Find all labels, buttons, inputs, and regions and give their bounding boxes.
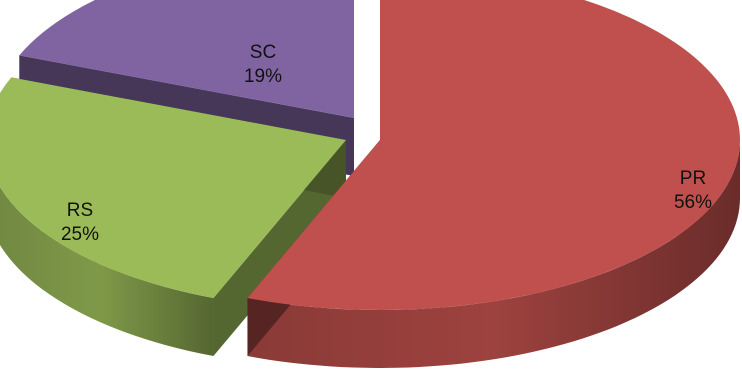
pie-slice-top-sc — [19, 0, 354, 118]
pie-slice-rs — [0, 77, 347, 357]
pie-slice-pr — [247, 0, 740, 369]
pie-label-value: 25% — [61, 224, 99, 245]
pie-label-value: 19% — [244, 66, 282, 87]
pie-label-name: PR — [680, 168, 706, 189]
pie-slice-cut-face — [213, 140, 346, 357]
pie-slice-side-rs — [0, 186, 214, 357]
pie-slice-side-pr — [247, 140, 740, 369]
pie-slice-top-pr — [247, 0, 740, 310]
pie-slice-top-rs — [0, 77, 346, 299]
pie-label-name: SC — [250, 42, 276, 63]
pie-label-value: 56% — [674, 192, 712, 213]
pie-label-name: RS — [67, 200, 93, 221]
